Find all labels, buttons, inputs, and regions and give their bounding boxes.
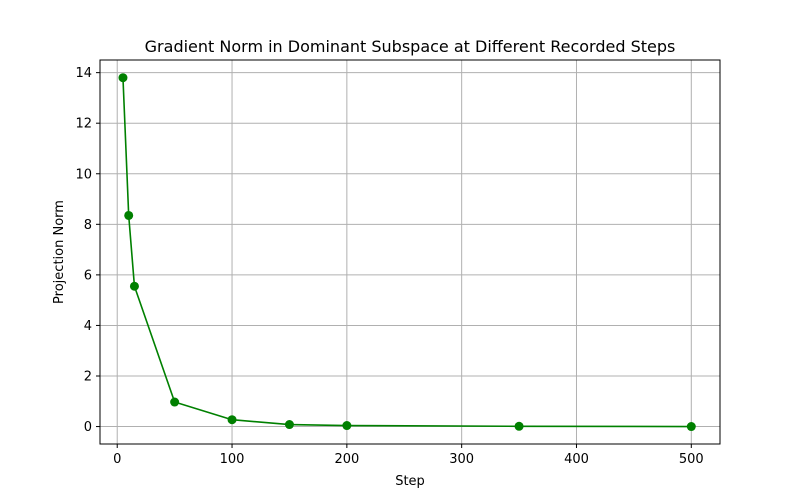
data-point — [124, 210, 134, 220]
y-tick-label: 0 — [84, 420, 92, 435]
series-layer — [118, 73, 696, 432]
data-point — [284, 420, 294, 430]
x-tick-label: 100 — [220, 452, 245, 467]
x-tick-label: 300 — [449, 452, 474, 467]
data-point — [118, 73, 128, 83]
x-tick-label: 0 — [113, 452, 121, 467]
grid — [100, 60, 720, 444]
y-axis-label: Projection Norm — [52, 200, 67, 304]
y-tick-label: 6 — [84, 268, 92, 283]
data-point — [686, 422, 696, 432]
series-line — [122, 77, 692, 428]
data-point — [514, 421, 524, 431]
data-point — [170, 397, 180, 407]
x-tick-label: 500 — [679, 452, 704, 467]
x-tick-label: 400 — [564, 452, 589, 467]
y-tick-label: 12 — [75, 117, 92, 132]
y-tick-label: 4 — [84, 319, 92, 334]
y-tick-label: 10 — [75, 167, 92, 182]
data-point — [129, 281, 139, 291]
data-point — [342, 421, 352, 431]
x-axis-label: Step — [395, 474, 425, 489]
chart-title: Gradient Norm in Dominant Subspace at Di… — [145, 37, 676, 56]
x-tick-label: 200 — [334, 452, 359, 467]
plot-frame — [99, 59, 721, 445]
y-tick-label: 14 — [75, 66, 92, 81]
data-point — [227, 415, 237, 425]
y-tick-label: 8 — [84, 218, 92, 233]
y-tick-label: 2 — [84, 369, 92, 384]
ticks: 0 100 200 300 400 500 0 2 4 6 8 10 12 14 — [75, 66, 703, 467]
